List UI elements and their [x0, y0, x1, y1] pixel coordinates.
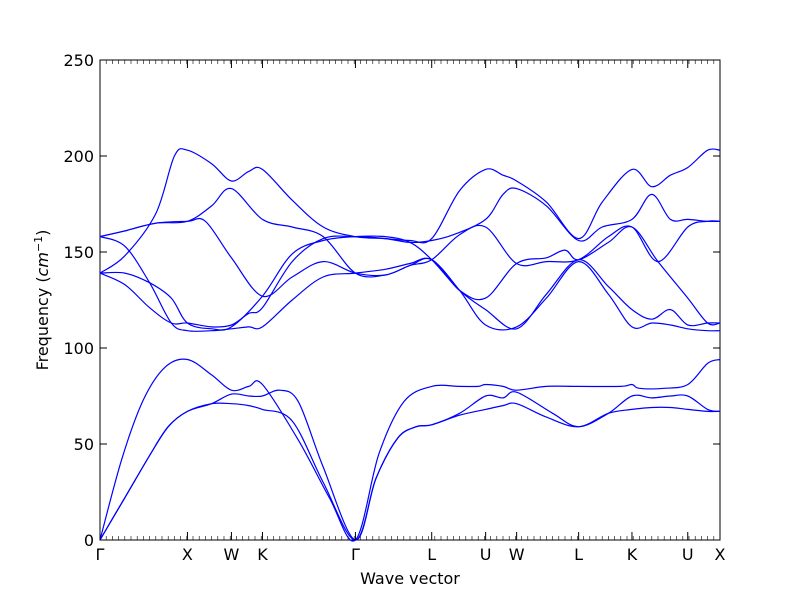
band-line-7: [99, 217, 721, 298]
x-tick-label: W: [509, 545, 525, 564]
x-tick-label: Γ: [351, 545, 360, 564]
y-axis-label: Frequency (cm−1): [32, 230, 52, 371]
x-tick-label: X: [182, 545, 193, 564]
band-line-6: [99, 235, 721, 331]
plot-frame: [99, 59, 721, 541]
y-tick-label: 0: [84, 531, 94, 550]
phonon-bands: [99, 148, 721, 542]
x-tick-label: K: [257, 545, 268, 564]
band-line-8: [99, 187, 721, 326]
x-tick-label: W: [224, 545, 240, 564]
band-line-2: [99, 391, 721, 541]
band-line-9: [99, 148, 721, 274]
x-tick-label: X: [715, 545, 726, 564]
x-tick-label: K: [627, 545, 638, 564]
y-tick-label: 50: [74, 435, 94, 454]
x-tick-label: L: [574, 545, 583, 564]
y-tick-label: 150: [63, 243, 94, 262]
x-axis-label: Wave vector: [360, 569, 460, 588]
y-axis-ticks: 0 50 100 150 200 250: [63, 51, 720, 550]
x-tick-label: Γ: [96, 545, 105, 564]
band-line-4: [99, 187, 721, 328]
x-tick-label: L: [427, 545, 436, 564]
x-tick-label: U: [682, 545, 694, 564]
x-tick-label: U: [480, 545, 492, 564]
band-line-5: [99, 236, 721, 332]
band-line-1: [99, 358, 721, 542]
y-tick-label: 250: [63, 51, 94, 70]
band-line-3: [99, 389, 721, 541]
y-tick-label: 100: [63, 339, 94, 358]
plot-area: [99, 59, 721, 541]
y-tick-label: 200: [63, 147, 94, 166]
